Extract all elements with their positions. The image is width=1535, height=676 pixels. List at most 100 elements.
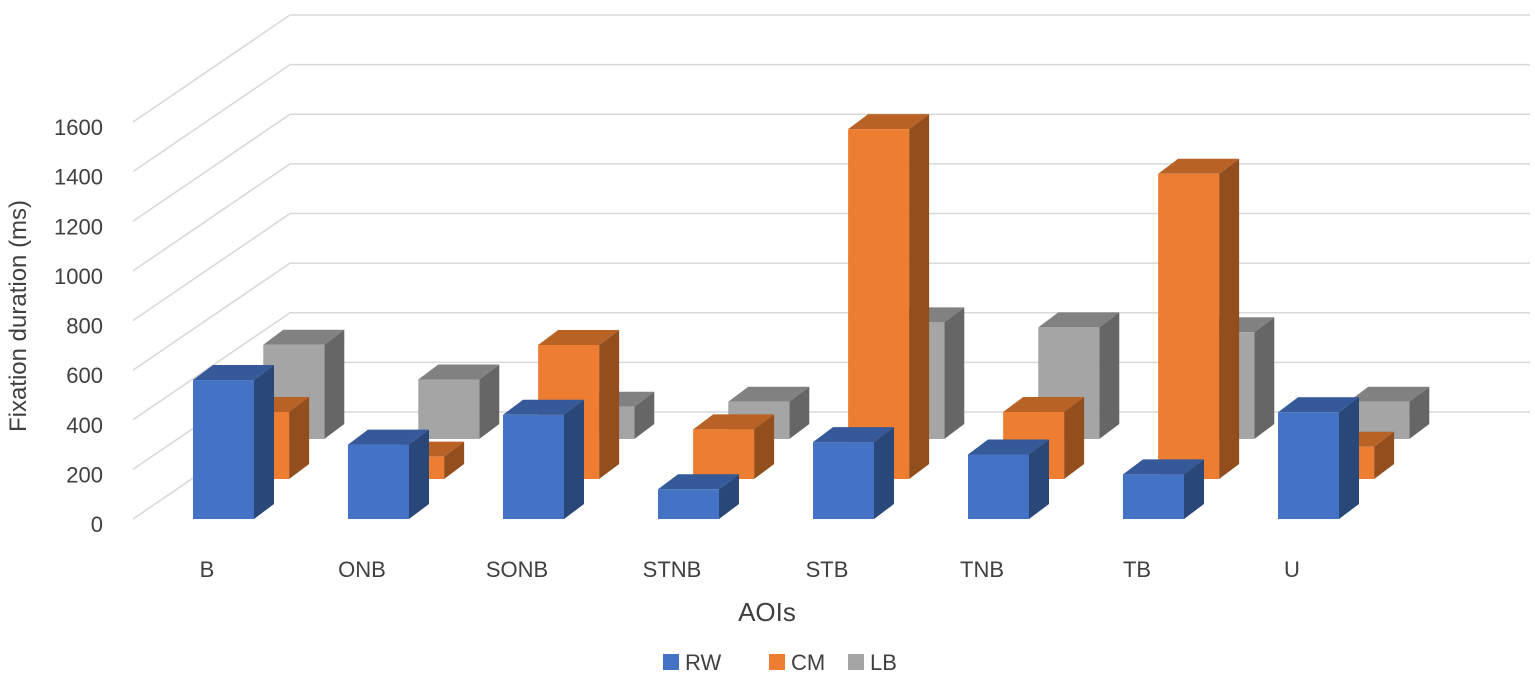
bar-side [1254, 317, 1275, 439]
bar-front [503, 414, 564, 519]
bar-top [263, 329, 345, 345]
bar-RW-TB [1123, 459, 1204, 519]
gridline [132, 63, 1530, 173]
bar-top [1038, 312, 1120, 328]
bar-RW-STNB [658, 474, 739, 519]
bar-top [1158, 158, 1240, 174]
bar-front [1123, 474, 1184, 519]
x-tick-label: TNB [960, 557, 1004, 582]
y-tick-label: 1000 [54, 264, 103, 289]
bar-side [874, 427, 894, 519]
legend-swatch [663, 654, 679, 670]
bar-side [719, 474, 739, 519]
y-tick-label: 1400 [54, 165, 103, 190]
bar-side [1029, 439, 1049, 519]
bar-CM-TB [1158, 158, 1240, 479]
bar-side [409, 429, 429, 519]
bar-side [789, 386, 810, 439]
bar-side [254, 365, 274, 519]
bar-side [909, 114, 930, 480]
bar-side [479, 364, 500, 439]
bars [193, 114, 1430, 519]
bar-CM-STNB [693, 414, 775, 479]
bar-top [1003, 397, 1085, 413]
bar-RW-B [193, 365, 274, 519]
bar-side [944, 307, 965, 439]
gridline [132, 14, 1530, 123]
bar-RW-ONB [348, 429, 429, 519]
bar-side [1099, 312, 1120, 439]
bar-front [1158, 173, 1220, 479]
legend-label: CM [791, 650, 825, 675]
bar-side [324, 329, 345, 439]
bar-top [693, 414, 775, 430]
bar-RW-SONB [503, 399, 584, 519]
bar-side [1409, 386, 1430, 439]
bar-RW-TNB [968, 439, 1049, 519]
x-axis-title: AOIs [738, 597, 796, 627]
bar-front [348, 444, 409, 519]
bar-top [418, 364, 500, 380]
y-tick-label: 1600 [54, 115, 103, 140]
gridline [132, 262, 1530, 371]
x-tick-label: SONB [486, 557, 548, 582]
gridlines [132, 14, 1530, 520]
x-tick-label: TB [1123, 557, 1151, 582]
bar-top [503, 399, 584, 415]
bar-top [538, 330, 620, 346]
bar-front [693, 429, 755, 479]
bar-top [658, 474, 739, 490]
bar-RW-STB [813, 427, 894, 519]
bar-top [813, 427, 894, 443]
bar-top [728, 386, 810, 402]
bar-top [348, 429, 429, 445]
bar-LB-U [1348, 386, 1430, 439]
x-tick-label: ONB [338, 557, 386, 582]
legend: RW CM LB [663, 650, 897, 675]
y-axis-title: Fixation duration (ms) [5, 200, 32, 432]
gridline [132, 212, 1530, 322]
bar-side [564, 399, 584, 519]
bar-top [193, 365, 274, 381]
bar-top [968, 439, 1049, 455]
bar-front [968, 454, 1029, 519]
bar-side [289, 397, 310, 479]
bar-side [1184, 459, 1204, 519]
gridline [132, 113, 1530, 222]
bar-front [658, 489, 719, 519]
gridline [132, 163, 1530, 272]
bar-front [813, 442, 874, 519]
x-tick-label: STNB [643, 557, 702, 582]
x-tick-label: STB [806, 557, 849, 582]
y-tick-label: 1200 [54, 214, 103, 239]
bar-front [418, 379, 480, 439]
x-axis-ticks: B ONB SONB STNB STB TNB TB U [200, 557, 1300, 582]
bar-RW-U [1278, 397, 1359, 519]
bar-top [1278, 397, 1359, 413]
bar-side [444, 441, 465, 479]
bar-side [599, 330, 620, 479]
legend-swatch [769, 654, 785, 670]
y-tick-label: 400 [66, 413, 103, 438]
bar-front [193, 380, 254, 519]
x-tick-label: U [1284, 557, 1300, 582]
y-axis-ticks: 0 200 400 600 800 1000 1200 1400 1600 [54, 115, 103, 537]
bar-top [1123, 459, 1204, 475]
y-tick-label: 600 [66, 363, 103, 388]
y-tick-label: 200 [66, 462, 103, 487]
bar-side [1339, 397, 1359, 519]
bar-top [848, 114, 930, 130]
legend-swatch [848, 654, 864, 670]
bar-side [1374, 431, 1395, 479]
bar-side [1064, 397, 1085, 479]
x-tick-label: B [200, 557, 215, 582]
bar-CM-STB [848, 114, 930, 480]
y-tick-label: 800 [66, 314, 103, 339]
bar-LB-ONB [418, 364, 500, 439]
bar-side [1219, 158, 1240, 479]
legend-label: RW [685, 650, 721, 675]
bar-top [1348, 386, 1430, 402]
bar-side [754, 414, 775, 479]
bar-front [848, 129, 910, 480]
